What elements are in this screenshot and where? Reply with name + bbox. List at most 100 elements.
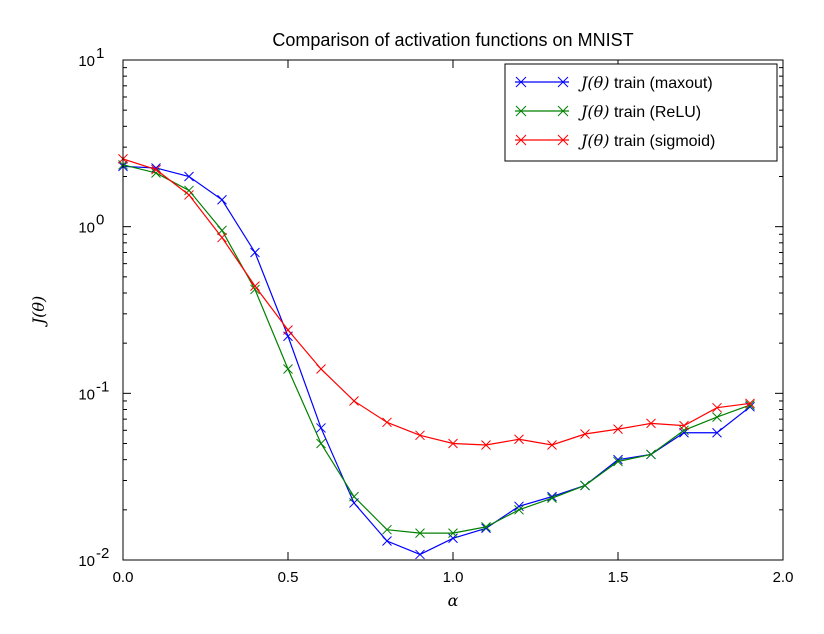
data-point: [250, 247, 260, 258]
marker-stroke: [415, 549, 425, 560]
data-point: [481, 522, 491, 532]
marker-stroke: [613, 454, 623, 465]
x-tick-label: 1.5: [608, 569, 629, 586]
marker-stroke: [514, 501, 524, 512]
x-tick-label: 0.5: [278, 569, 299, 586]
data-point: [349, 491, 359, 502]
legend-label: J(θ) train (sigmoid): [578, 131, 715, 150]
y-axis-label: J(θ): [29, 296, 48, 328]
y-tick-base: 10: [78, 53, 95, 70]
marker-stroke: [515, 76, 527, 88]
data-point: [745, 400, 755, 410]
data-point: [316, 438, 326, 449]
data-point: [415, 528, 425, 538]
marker-stroke: [184, 185, 194, 196]
marker-stroke: [712, 412, 722, 422]
data-point: [151, 163, 161, 173]
legend-math: J(θ): [578, 73, 610, 92]
data-point: [547, 493, 557, 504]
data-point: [316, 423, 326, 433]
data-point: [283, 325, 293, 335]
chart-title: Comparison of activation functions on MN…: [272, 30, 633, 50]
data-point: [184, 190, 194, 200]
marker-stroke: [613, 424, 623, 434]
plot-frame: [122, 59, 784, 561]
legend-name: train (maxout): [610, 75, 713, 92]
marker-stroke: [514, 434, 524, 445]
data-point: [415, 430, 425, 441]
marker-stroke: [613, 456, 623, 467]
legend-entry: J(θ) train (ReLU): [515, 102, 701, 121]
marker-stroke: [481, 522, 491, 532]
marker-stroke: [547, 440, 557, 450]
marker-stroke: [316, 438, 326, 449]
marker-stroke: [448, 528, 458, 538]
marker-stroke: [217, 232, 227, 243]
marker-stroke: [514, 504, 524, 515]
data-point: [613, 424, 623, 434]
marker-stroke: [250, 284, 260, 295]
marker-stroke: [679, 420, 689, 431]
data-point: [316, 364, 326, 374]
legend-name: train (ReLU): [610, 104, 702, 121]
legend-label: J(θ) train (maxout): [578, 73, 713, 92]
x-tick-label: 1.0: [443, 569, 464, 586]
x-tick-label: 2.0: [773, 569, 794, 586]
marker-stroke: [712, 402, 722, 413]
marker-stroke: [547, 493, 557, 504]
marker-stroke: [151, 164, 161, 175]
marker-stroke: [415, 528, 425, 538]
legend-entry: J(θ) train (maxout): [515, 73, 713, 92]
marker-stroke: [382, 417, 392, 428]
data-point: [745, 398, 755, 409]
marker-stroke: [283, 325, 293, 335]
data-point: [514, 434, 524, 445]
marker-stroke: [151, 163, 161, 173]
marker-stroke: [712, 427, 722, 438]
marker-stroke: [184, 171, 194, 182]
data-point: [283, 364, 293, 374]
data-point: [646, 418, 656, 429]
marker-stroke: [217, 194, 227, 205]
y-tick-exponent: 0: [96, 212, 104, 229]
data-point: [250, 284, 260, 295]
y-tick-base: 10: [78, 553, 95, 570]
marker-stroke: [448, 533, 458, 544]
marker-stroke: [679, 425, 689, 436]
marker-stroke: [745, 398, 755, 409]
data-point: [712, 402, 722, 413]
legend-label: J(θ) train (ReLU): [578, 102, 701, 121]
y-tick-base: 10: [78, 386, 95, 403]
marker-stroke: [745, 400, 755, 410]
marker-stroke: [515, 105, 527, 117]
y-tick-label: 10: [78, 53, 95, 70]
marker-stroke: [184, 190, 194, 200]
y-tick-exponent: 1: [96, 45, 104, 62]
data-point: [679, 425, 689, 436]
data-point: [646, 449, 656, 460]
marker-stroke: [349, 396, 359, 406]
marker-stroke: [382, 524, 392, 535]
data-point: [448, 528, 458, 538]
data-point: [448, 533, 458, 544]
data-point: [349, 396, 359, 406]
data-point: [382, 417, 392, 428]
legend-entry: J(θ) train (sigmoid): [515, 131, 715, 150]
data-point: [679, 420, 689, 431]
marker-stroke: [250, 247, 260, 258]
marker-stroke: [557, 76, 569, 88]
y-tick-base: 10: [78, 220, 95, 237]
marker-stroke: [580, 429, 590, 439]
x-tick-label: 0.0: [113, 569, 134, 586]
data-point: [580, 480, 590, 491]
legend-math: J(θ): [578, 131, 610, 150]
data-point: [514, 504, 524, 515]
x-axis-label: α: [448, 591, 459, 610]
series-line: [122, 158, 751, 446]
legend: J(θ) train (maxout)J(θ) train (ReLU)J(θ)…: [504, 63, 778, 162]
data-point: [217, 232, 227, 243]
data-point: [712, 412, 722, 422]
marker-stroke: [316, 423, 326, 433]
y-tick-label: 10: [78, 386, 95, 403]
